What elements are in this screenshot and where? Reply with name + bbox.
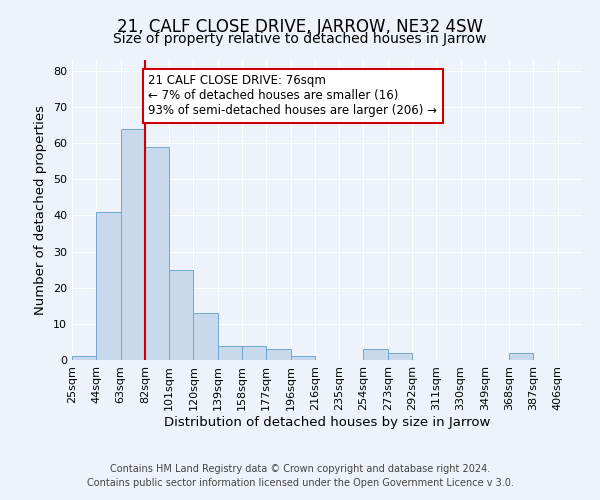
Bar xyxy=(121,128,145,360)
Text: Contains HM Land Registry data © Crown copyright and database right 2024.
Contai: Contains HM Land Registry data © Crown c… xyxy=(86,464,514,487)
Bar xyxy=(290,356,315,360)
Bar xyxy=(145,146,169,360)
Y-axis label: Number of detached properties: Number of detached properties xyxy=(34,105,47,315)
X-axis label: Distribution of detached houses by size in Jarrow: Distribution of detached houses by size … xyxy=(164,416,490,428)
Bar xyxy=(169,270,193,360)
Bar xyxy=(72,356,96,360)
Bar xyxy=(218,346,242,360)
Text: 21, CALF CLOSE DRIVE, JARROW, NE32 4SW: 21, CALF CLOSE DRIVE, JARROW, NE32 4SW xyxy=(117,18,483,36)
Bar xyxy=(193,313,218,360)
Bar xyxy=(266,349,290,360)
Bar xyxy=(242,346,266,360)
Bar xyxy=(388,353,412,360)
Bar xyxy=(96,212,121,360)
Bar xyxy=(509,353,533,360)
Text: Size of property relative to detached houses in Jarrow: Size of property relative to detached ho… xyxy=(113,32,487,46)
Text: 21 CALF CLOSE DRIVE: 76sqm
← 7% of detached houses are smaller (16)
93% of semi-: 21 CALF CLOSE DRIVE: 76sqm ← 7% of detac… xyxy=(149,74,437,118)
Bar xyxy=(364,349,388,360)
